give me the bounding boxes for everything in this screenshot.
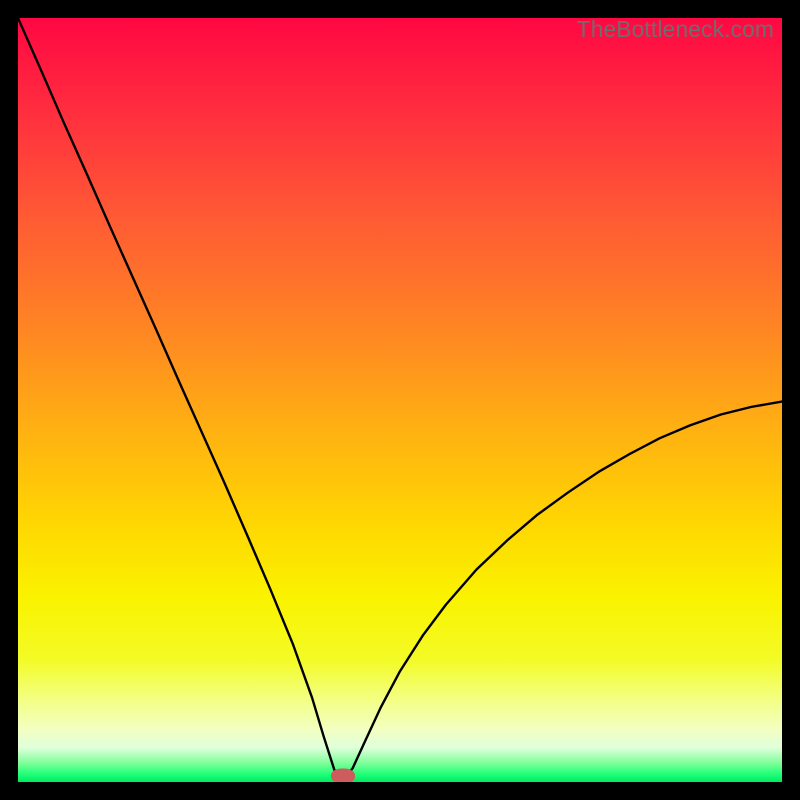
bottleneck-curve [18, 18, 782, 782]
plot-area: TheBottleneck.com [18, 18, 782, 782]
watermark-text: TheBottleneck.com [577, 18, 774, 43]
chart-frame: TheBottleneck.com [0, 0, 800, 800]
minimum-marker [331, 768, 355, 782]
